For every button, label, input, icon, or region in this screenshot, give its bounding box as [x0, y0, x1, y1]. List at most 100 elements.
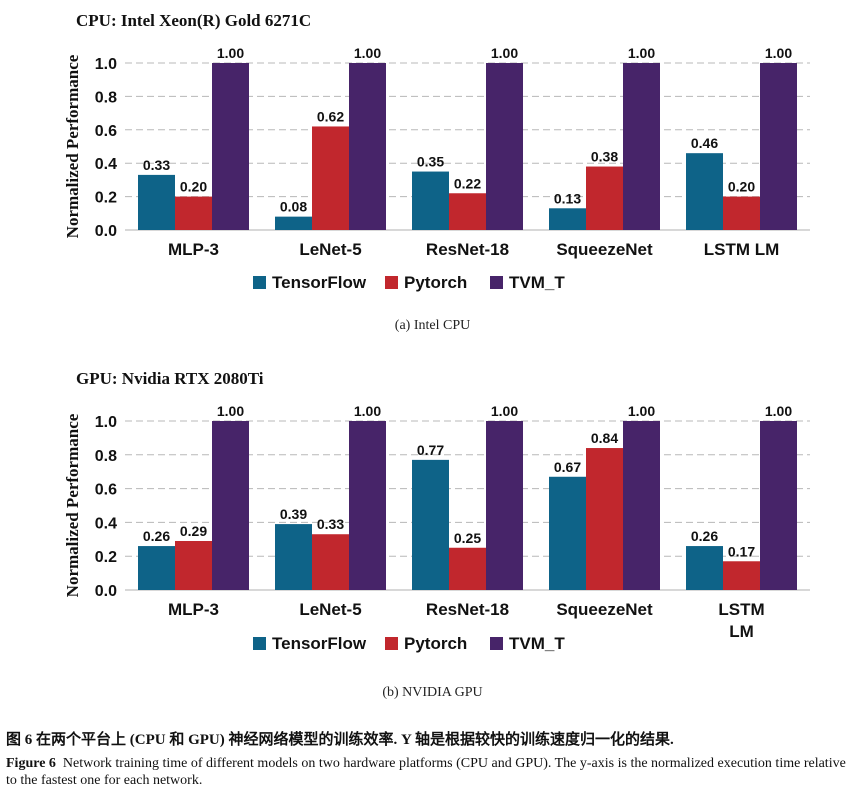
- bar-tvm-t: [486, 63, 523, 230]
- bar-pytorch: [723, 561, 760, 590]
- chart-gpu: GPU: Nvidia RTX 2080Ti Normalized Perform…: [63, 369, 810, 653]
- legend-swatch: [490, 637, 503, 650]
- y-tick-label: 0.6: [95, 482, 117, 499]
- bar-pytorch: [723, 196, 760, 230]
- data-label: 0.20: [180, 179, 207, 195]
- data-label: 0.77: [417, 442, 444, 458]
- chart-panel-cpu: CPU: Intel Xeon(R) Gold 6271C Normalized …: [0, 0, 865, 345]
- data-label: 0.39: [280, 506, 307, 522]
- data-label: 0.62: [317, 108, 344, 124]
- y-tick-label: 0.4: [95, 515, 117, 532]
- data-label: 1.00: [628, 403, 655, 419]
- data-label: 0.08: [280, 199, 307, 215]
- y-tick-label: 0.8: [95, 448, 117, 465]
- bar-tensorflow: [275, 216, 312, 230]
- bar-tvm-t: [212, 421, 249, 590]
- y-tick-label: 0.0: [95, 583, 117, 600]
- bar-tensorflow: [686, 546, 723, 590]
- chart-title: CPU: Intel Xeon(R) Gold 6271C: [76, 11, 311, 30]
- bar-tvm-t: [623, 63, 660, 230]
- data-label: 0.29: [180, 523, 207, 539]
- y-tick-label: 0.0: [95, 223, 117, 240]
- bar-pytorch: [312, 126, 349, 230]
- bar-pytorch: [175, 540, 212, 590]
- y-tick-label: 0.2: [95, 190, 117, 207]
- bar-pytorch: [586, 448, 623, 590]
- x-tick-label: SqueezeNet: [556, 240, 653, 259]
- data-label: 0.33: [317, 516, 344, 532]
- bar-tvm-t: [212, 63, 249, 230]
- bar-pytorch: [586, 166, 623, 230]
- bar-tvm-t: [760, 63, 797, 230]
- x-tick-label: MLP-3: [168, 600, 219, 619]
- bar-pytorch: [175, 196, 212, 230]
- bar-tvm-t: [760, 421, 797, 590]
- legend-label: TVM_T: [509, 273, 565, 292]
- chart-title: GPU: Nvidia RTX 2080Ti: [76, 369, 264, 388]
- data-label: 0.35: [417, 154, 444, 170]
- x-tick-label: LeNet-5: [299, 240, 361, 259]
- legend-label: Pytorch: [404, 634, 467, 653]
- bar-tensorflow: [412, 171, 449, 230]
- y-tick-label: 0.8: [95, 89, 117, 106]
- data-label: 0.33: [143, 157, 170, 173]
- data-label: 0.13: [554, 190, 581, 206]
- y-axis-label: Normalized Performance: [63, 413, 82, 597]
- data-label: 1.00: [354, 45, 381, 61]
- legend-label: TensorFlow: [272, 273, 367, 292]
- chart-cpu: CPU: Intel Xeon(R) Gold 6271C Normalized …: [63, 11, 810, 292]
- data-label: 1.00: [217, 45, 244, 61]
- y-tick-label: 0.2: [95, 549, 117, 566]
- bar-tensorflow: [549, 208, 586, 230]
- y-tick-label: 0.4: [95, 156, 117, 173]
- legend-label: TVM_T: [509, 634, 565, 653]
- legend-swatch: [253, 637, 266, 650]
- bar-tvm-t: [486, 421, 523, 590]
- legend-swatch: [385, 276, 398, 289]
- bar-tensorflow: [138, 546, 175, 590]
- legend-label: TensorFlow: [272, 634, 367, 653]
- y-tick-label: 0.6: [95, 123, 117, 140]
- figure-caption-text: Network training time of different model…: [6, 756, 846, 788]
- legend-swatch: [490, 276, 503, 289]
- data-label: 0.26: [143, 528, 170, 544]
- bar-tvm-t: [349, 421, 386, 590]
- data-label: 1.00: [765, 403, 792, 419]
- bar-tvm-t: [349, 63, 386, 230]
- figure-caption-english: Figure 6 Network training time of differ…: [6, 755, 858, 789]
- bar-tensorflow: [412, 459, 449, 590]
- legend-swatch: [253, 276, 266, 289]
- y-tick-label: 1.0: [95, 56, 117, 73]
- bar-tensorflow: [686, 153, 723, 230]
- x-tick-label: SqueezeNet: [556, 600, 653, 619]
- data-label: 1.00: [491, 45, 518, 61]
- data-label: 1.00: [765, 45, 792, 61]
- legend-label: Pytorch: [404, 273, 467, 292]
- bar-pytorch: [449, 547, 486, 590]
- x-tick-label: LeNet-5: [299, 600, 361, 619]
- figure-caption-chinese: 图 6 在两个平台上 (CPU 和 GPU) 神经网络模型的训练效率. Y 轴是…: [6, 732, 674, 748]
- data-label: 1.00: [354, 403, 381, 419]
- subcaption-cpu: (a) Intel CPU: [394, 318, 471, 333]
- y-axis-label: Normalized Performance: [63, 54, 82, 238]
- data-label: 0.17: [728, 543, 755, 559]
- data-label: 0.46: [691, 135, 718, 151]
- x-tick-label: LM: [729, 622, 754, 641]
- data-label: 1.00: [491, 403, 518, 419]
- bar-tvm-t: [623, 421, 660, 590]
- data-label: 0.67: [554, 459, 581, 475]
- data-label: 0.38: [591, 149, 618, 165]
- subcaption-gpu: (b) NVIDIA GPU: [382, 685, 483, 700]
- data-label: 0.22: [454, 175, 481, 191]
- data-label: 0.20: [728, 179, 755, 195]
- figure-label: Figure 6: [6, 756, 56, 771]
- y-tick-label: 1.0: [95, 414, 117, 431]
- bar-tensorflow: [549, 476, 586, 590]
- bar-tensorflow: [138, 174, 175, 230]
- bar-tensorflow: [275, 524, 312, 590]
- x-tick-label: LSTM: [718, 600, 764, 619]
- x-tick-label: LSTM LM: [704, 240, 780, 259]
- x-tick-label: MLP-3: [168, 240, 219, 259]
- data-label: 1.00: [217, 403, 244, 419]
- chart-panel-gpu: GPU: Nvidia RTX 2080Ti Normalized Perform…: [0, 360, 865, 710]
